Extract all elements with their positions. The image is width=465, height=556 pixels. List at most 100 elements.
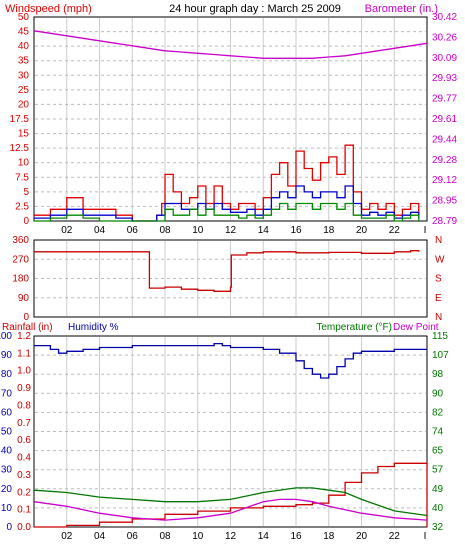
humidity-y-ticks: 0 10 20 30 40 50 60 70 80 90 100 [0, 331, 12, 533]
rainfall-y-tick: 0.4 [17, 453, 31, 464]
wind-x-tick: 02 [61, 225, 73, 236]
direction-series [34, 250, 420, 292]
rainfall-y-tick: 0.9 [17, 383, 31, 394]
temperature-y-tick: 107 [432, 350, 449, 361]
compass-tick: N [435, 235, 442, 246]
rain-x-tick: 20 [356, 531, 368, 542]
barometer-y-tick: 29.77 [432, 94, 457, 105]
wind-x-tick: I [424, 225, 427, 236]
humidity-y-tick: 50 [1, 427, 13, 438]
wind-y-tick: 45 [18, 27, 30, 38]
rain-x-tick: 12 [225, 531, 237, 542]
direction-y-tick: 270 [12, 254, 29, 265]
barometer-y-tick: 29.12 [432, 175, 457, 186]
barometer-y-tick: 29.61 [432, 114, 457, 125]
wind-x-tick: 14 [258, 225, 270, 236]
wind-y-tick: 50 [18, 12, 30, 23]
wind-x-ticks: 02 04 06 08 10 12 14 16 18 20 22 I [61, 225, 426, 236]
direction-y-tick: 90 [18, 293, 30, 304]
direction-line [34, 250, 420, 292]
humidity-y-tick: 40 [1, 446, 13, 457]
compass-tick: E [435, 293, 442, 304]
temperature-y-ticks: 32 40 49 57 65 74 82 90 98 107 115 [432, 331, 449, 533]
humidity-y-tick: 60 [1, 407, 13, 418]
temperature-axis-label: Temperature (°F) [316, 322, 392, 333]
compass-tick: W [435, 254, 445, 265]
rain-x-tick: 06 [127, 531, 139, 542]
wind-series-wind-low [34, 202, 420, 222]
compass-tick: S [435, 274, 442, 285]
humidity-y-tick: 70 [1, 388, 13, 399]
wind-x-tick: 22 [389, 225, 401, 236]
rain-x-tick: 16 [290, 531, 302, 542]
dewpoint-axis-label: Dew Point [393, 322, 439, 333]
rain-grid [35, 337, 426, 526]
direction-y-tick: 180 [12, 274, 29, 285]
rain-x-tick: 04 [94, 531, 106, 542]
rainfall-y-tick: 0.1 [17, 505, 31, 516]
rain-x-tick: 14 [258, 531, 270, 542]
rainfall-y-tick: 0.6 [17, 435, 31, 446]
barometer-y-tick: 30.09 [432, 53, 457, 64]
wind-y-tick: 7.5 [15, 172, 29, 183]
wind-y-tick: 12.5 [10, 143, 30, 154]
rainfall-y-ticks: 0.0 0.1 0.2 0.3 0.4 0.6 0.7 0.8 0.9 1.0 1.1 1.2 [17, 331, 31, 533]
rain-x-tick: 02 [61, 531, 73, 542]
compass-tick: N [435, 312, 442, 323]
wind-y-ticks: 0 2.5 5 7.5 10 12.5 15 17.5 20 25 30 35 40 45 50 [10, 12, 30, 227]
temperature-y-tick: 49 [432, 484, 444, 495]
temperature-line [33, 487, 428, 517]
wind-x-tick: 06 [127, 225, 139, 236]
barometer-line [33, 30, 428, 59]
rainfall-axis-label: Rainfall (in) [2, 322, 53, 333]
temperature-y-tick: 115 [432, 331, 448, 342]
direction-y-ticks: 0 90 180 270 360 [12, 235, 29, 323]
temperature-y-tick: 90 [432, 388, 444, 399]
humidity-y-tick: 80 [1, 369, 13, 380]
rain-x-ticks: 02 04 06 08 10 12 14 16 18 20 22 I [61, 531, 426, 542]
rain-x-tick: I [424, 531, 427, 542]
dewpoint-line [33, 498, 428, 521]
rainfall-y-tick: 1.1 [17, 348, 31, 359]
barometer-y-tick: 30.26 [432, 32, 457, 43]
wind-x-tick: 04 [94, 225, 106, 236]
wind-y-tick: 40 [18, 41, 30, 52]
barometer-y-tick: 29.93 [432, 73, 457, 84]
rain-x-tick: 08 [159, 531, 171, 542]
temperature-y-tick: 74 [432, 427, 444, 438]
temperature-y-tick: 82 [432, 407, 444, 418]
rainfall-line [34, 462, 428, 528]
barometer-axis-label: Barometer (in.) [365, 3, 438, 15]
humidity-line [34, 342, 427, 379]
rainfall-y-tick: 1.2 [17, 331, 31, 342]
wind-y-tick: 30 [18, 70, 30, 81]
direction-y-tick: 0 [23, 312, 29, 323]
wind-y-tick: 5 [23, 187, 29, 198]
wind-x-tick: 18 [323, 225, 335, 236]
rainfall-y-tick: 0.8 [17, 400, 31, 411]
barometer-y-tick: 29.28 [432, 155, 457, 166]
rainfall-y-tick: 0.3 [17, 470, 31, 481]
wind-x-tick: 12 [225, 225, 237, 236]
wind-y-tick: 0 [23, 216, 29, 227]
wind-y-tick: 15 [18, 129, 30, 140]
wind-y-tick: 17.5 [10, 114, 30, 125]
humidity-y-tick: 30 [1, 465, 13, 476]
wind-y-tick: 35 [18, 56, 30, 67]
humidity-y-tick: 100 [0, 331, 12, 342]
wind-y-tick: 20 [18, 99, 30, 110]
temperature-y-tick: 40 [432, 503, 444, 514]
humidity-y-tick: 10 [1, 503, 13, 514]
chart-title: 24 hour graph day : March 25 2009 [169, 3, 341, 15]
wind-y-tick: 10 [18, 158, 30, 169]
barometer-y-tick: 28.95 [432, 196, 457, 207]
wind-series [33, 30, 428, 222]
rain-x-tick: 18 [323, 531, 335, 542]
wind-x-tick: 16 [290, 225, 302, 236]
rainfall-y-tick: 0.7 [17, 418, 31, 429]
temperature-y-tick: 57 [432, 465, 444, 476]
temperature-y-tick: 32 [432, 522, 444, 533]
direction-y-tick: 360 [12, 235, 29, 246]
